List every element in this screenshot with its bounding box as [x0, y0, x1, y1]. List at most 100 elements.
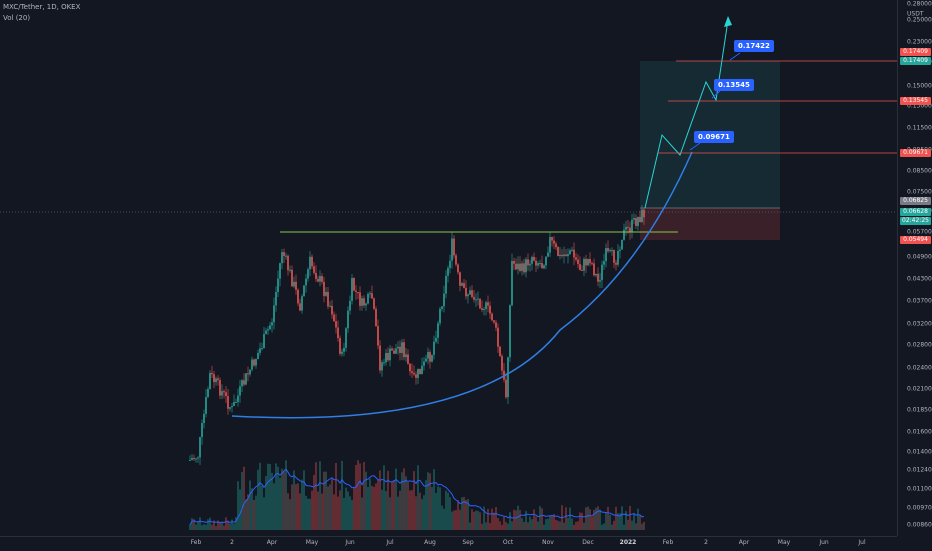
volume-bar [319, 461, 321, 530]
price-label: 0.28000 [907, 0, 932, 8]
volume-bar [395, 468, 397, 530]
volume-bar [297, 483, 299, 530]
volume-bar [373, 486, 375, 530]
volume-bar [249, 480, 251, 530]
volume-bar [523, 521, 525, 530]
candle-body [277, 278, 279, 292]
volume-bar [367, 486, 369, 530]
candle-body [287, 255, 289, 271]
time-label: Apr [266, 539, 278, 546]
volume-bar [325, 471, 327, 530]
candle-body [345, 328, 347, 348]
candle-body [253, 359, 255, 366]
candle-body [601, 264, 603, 281]
volume-bar [369, 478, 371, 530]
volume-bar [321, 493, 323, 530]
candle-body [339, 338, 341, 354]
price-scale[interactable]: USDT 0.280000.250000.230000.200000.15000… [897, 0, 932, 536]
volume-bar [279, 477, 281, 530]
target-callout-1[interactable]: 0.09671 [694, 131, 734, 143]
volume-bar [501, 524, 503, 530]
volume-bar [599, 509, 601, 530]
tp1-price-tag: 0.09671 [900, 149, 931, 157]
time-scale[interactable]: Feb 2 Apr May Jun Jul Aug Sep Oct Nov Dec 2022 Feb 2 A… [0, 536, 897, 551]
volume-bar [495, 506, 497, 530]
candle-body [477, 298, 479, 300]
candle-body [593, 263, 595, 276]
volume-bar [441, 505, 443, 530]
candle-body [489, 305, 491, 314]
volume-bar [405, 476, 407, 530]
volume-bar [389, 497, 391, 530]
volume-bar [201, 525, 203, 530]
candle-body [243, 380, 245, 385]
candle-body [329, 305, 331, 307]
price-label: 0.07500 [907, 188, 932, 196]
target-callout-3[interactable]: 0.17422 [734, 40, 774, 52]
volume-bar [261, 485, 263, 530]
volume-bar [231, 519, 233, 530]
time-label: Apr [738, 539, 750, 546]
callout-pointer-3 [729, 52, 741, 61]
volume-bar [475, 510, 477, 530]
candle-body [457, 264, 459, 273]
time-label: 2022 [619, 539, 637, 546]
candle-body [411, 371, 413, 374]
volume-bar [393, 480, 395, 530]
volume-bar [447, 492, 449, 530]
candle-body [369, 293, 371, 295]
volume-bar [469, 522, 471, 530]
volume-bar [427, 472, 429, 530]
candle-body [249, 369, 251, 375]
candle-body [451, 238, 453, 261]
volume-bar [245, 499, 247, 530]
volume-bar [331, 478, 333, 530]
target-callout-2[interactable]: 0.13545 [714, 79, 754, 91]
candle-body [487, 302, 489, 306]
volume-bar [235, 517, 237, 530]
candle-body [401, 342, 403, 353]
volume-bar [543, 524, 545, 530]
volume-moving-average [189, 468, 645, 525]
volume-bar [507, 523, 509, 530]
price-label: 0.01600 [907, 428, 932, 436]
volume-bar [489, 523, 491, 530]
candle-body [569, 250, 571, 255]
candle-body [623, 229, 625, 240]
volume-bar [309, 498, 311, 530]
volume-bar [479, 512, 481, 530]
volume-bar [335, 463, 337, 530]
volume-bar [623, 524, 625, 530]
volume-bar [541, 508, 543, 530]
candle-body [331, 305, 333, 315]
volume-legend[interactable]: Vol (20) [3, 14, 31, 22]
candle-body [631, 219, 633, 233]
candle-body [213, 374, 215, 383]
candle-body [259, 348, 261, 353]
candle-body [285, 255, 287, 257]
volume-bar [499, 521, 501, 530]
candle-body [459, 272, 461, 286]
symbol-legend[interactable]: MXC/Tether, 1D, OKEX [3, 3, 81, 11]
candle-body [261, 348, 263, 350]
volume-bar [459, 509, 461, 530]
candle-body [309, 256, 311, 270]
price-label: 0.02100 [907, 385, 932, 393]
candle-body [525, 259, 527, 273]
candle-body [317, 278, 319, 282]
volume-bar [591, 516, 593, 530]
chart-canvas[interactable] [0, 0, 897, 536]
candle-body [537, 263, 539, 266]
volume-bar [597, 506, 599, 530]
volume-bar [463, 496, 465, 530]
time-label: Feb [662, 539, 674, 546]
candle-body [379, 345, 381, 371]
volume-bar [223, 525, 225, 530]
candle-body [361, 298, 363, 306]
candle-body [527, 259, 529, 266]
volume-bar [285, 460, 287, 530]
volume-bar [563, 522, 565, 530]
price-label: 0.03200 [907, 320, 932, 328]
candle-body [469, 290, 471, 295]
